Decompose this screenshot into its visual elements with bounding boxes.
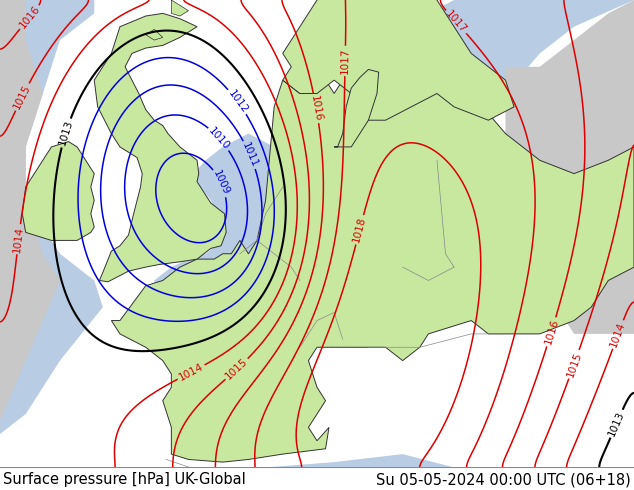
Polygon shape [283,0,514,120]
Polygon shape [0,0,60,467]
Text: Su 05-05-2024 00:00 UTC (06+18): Su 05-05-2024 00:00 UTC (06+18) [376,472,631,488]
Text: 1013: 1013 [57,119,74,147]
Polygon shape [94,13,226,282]
Text: 1018: 1018 [351,216,368,244]
Text: 1011: 1011 [240,141,260,169]
Polygon shape [103,454,634,490]
Polygon shape [22,142,94,241]
Text: 1016: 1016 [17,4,42,30]
Text: 1016: 1016 [309,94,323,122]
Text: 1013: 1013 [607,410,626,438]
Text: 1017: 1017 [444,9,469,35]
Text: 1014: 1014 [177,362,205,383]
Text: 1015: 1015 [12,83,32,111]
Polygon shape [0,0,103,467]
Text: 1016: 1016 [543,318,560,346]
Text: 1014: 1014 [609,320,627,349]
Text: 1009: 1009 [211,169,231,197]
Polygon shape [171,0,188,16]
Polygon shape [154,134,291,307]
Polygon shape [334,70,378,147]
Polygon shape [360,0,634,134]
Polygon shape [505,0,634,173]
Text: Surface pressure [hPa] UK-Global: Surface pressure [hPa] UK-Global [3,472,246,488]
Text: 1014: 1014 [12,225,25,253]
Polygon shape [112,53,634,462]
Text: 1017: 1017 [340,48,351,74]
Polygon shape [540,173,634,334]
Text: 1015: 1015 [224,356,250,382]
Polygon shape [146,29,163,40]
Text: 1012: 1012 [226,88,249,115]
Text: 1010: 1010 [207,125,232,152]
Text: 1015: 1015 [565,350,583,378]
